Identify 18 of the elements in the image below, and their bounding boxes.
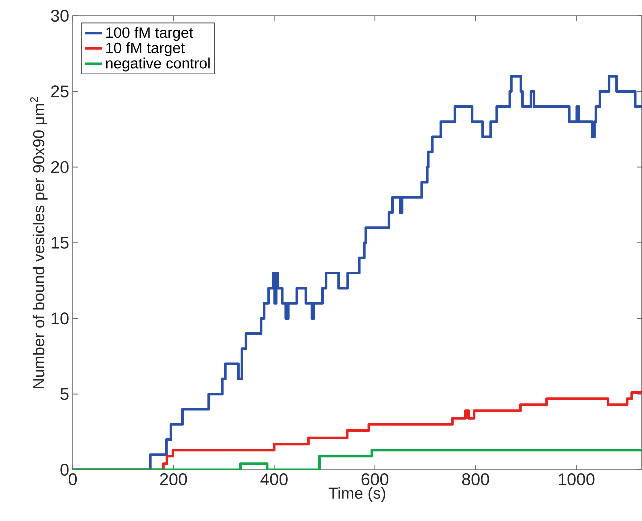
x-tick-label: 800 xyxy=(462,474,490,486)
x-axis-title: Time (s) xyxy=(328,487,386,502)
x-tick-label: 0 xyxy=(68,474,78,486)
y-tick-label: 30 xyxy=(51,10,69,22)
x-tick-label: 200 xyxy=(160,474,188,486)
y-tick-label: 0 xyxy=(60,464,69,476)
y-tick-label: 5 xyxy=(60,388,69,400)
legend-label: negative control xyxy=(106,58,210,72)
y-tick-label: 25 xyxy=(52,86,69,98)
y-tick-label: 15 xyxy=(52,237,69,249)
legend-label: 100 fM target xyxy=(106,27,194,42)
x-tick-label: 400 xyxy=(260,474,288,486)
y-tick-label: 20 xyxy=(52,161,69,174)
x-tick-label: 1000 xyxy=(559,474,595,486)
legend-label: 10 fM target xyxy=(106,42,186,56)
y-tick-label: 10 xyxy=(52,312,69,325)
x-tick-label: 600 xyxy=(362,474,389,486)
y-axis-title: Number of bound vesicles per 90x90 μm$^{2}$ xyxy=(30,97,48,388)
